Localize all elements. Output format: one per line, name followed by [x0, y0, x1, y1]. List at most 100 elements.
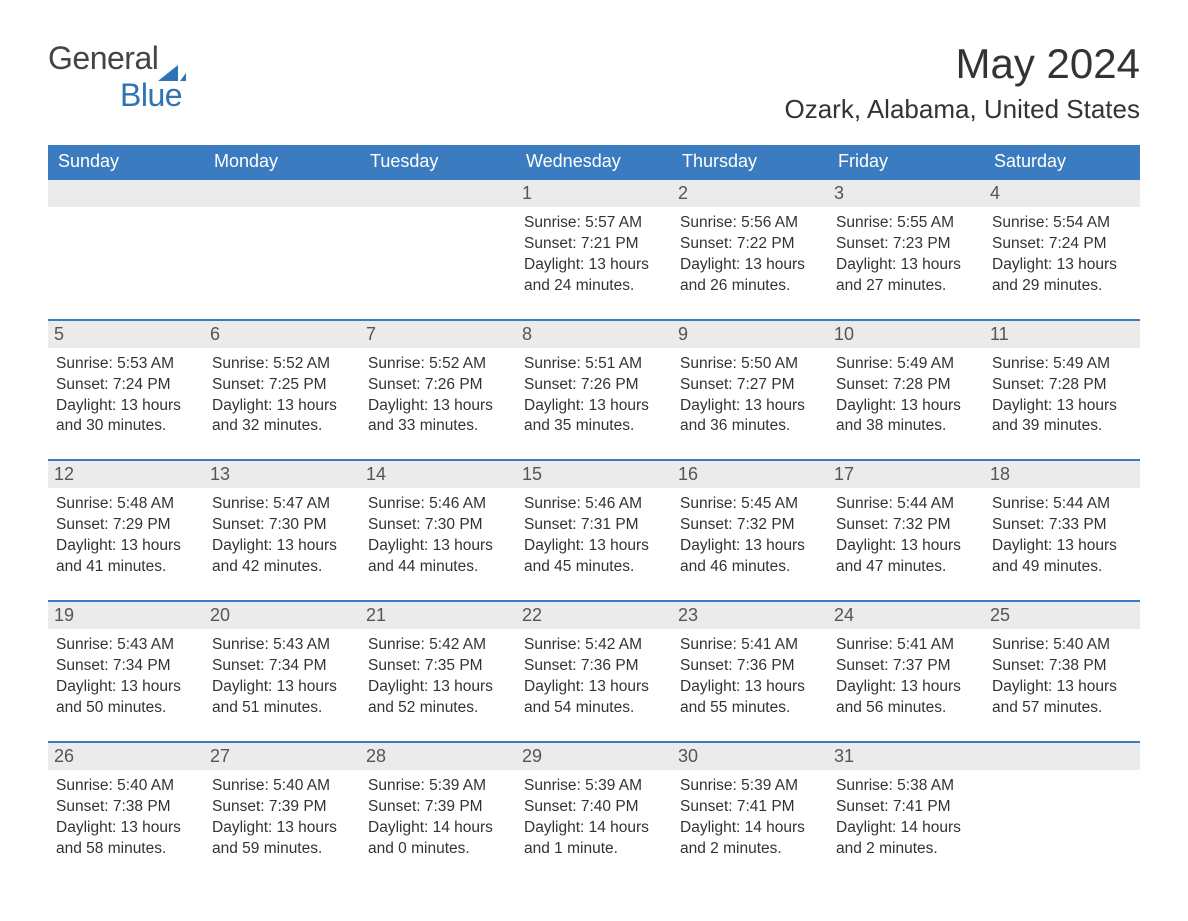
daylight-text: Daylight: 13 hours and 35 minutes.: [524, 396, 664, 438]
sunrise-text: Sunrise: 5:43 AM: [212, 635, 352, 656]
sunrise-text: Sunrise: 5:43 AM: [56, 635, 196, 656]
day-number: 5: [48, 321, 204, 348]
day-number: 31: [828, 743, 984, 770]
daylight-text: Daylight: 14 hours and 0 minutes.: [368, 818, 508, 860]
sunset-text: Sunset: 7:30 PM: [368, 515, 508, 536]
sunset-text: Sunset: 7:22 PM: [680, 234, 820, 255]
day-cell: 27Sunrise: 5:40 AMSunset: 7:39 PMDayligh…: [204, 742, 360, 882]
sunset-text: Sunset: 7:24 PM: [56, 375, 196, 396]
day-header: Wednesday: [516, 145, 672, 179]
daylight-text: Daylight: 13 hours and 57 minutes.: [992, 677, 1132, 719]
sunrise-text: Sunrise: 5:40 AM: [992, 635, 1132, 656]
day-cell: 18Sunrise: 5:44 AMSunset: 7:33 PMDayligh…: [984, 460, 1140, 601]
daylight-text: Daylight: 13 hours and 56 minutes.: [836, 677, 976, 719]
sunrise-text: Sunrise: 5:48 AM: [56, 494, 196, 515]
sunrise-text: Sunrise: 5:42 AM: [524, 635, 664, 656]
week-row: 26Sunrise: 5:40 AMSunset: 7:38 PMDayligh…: [48, 742, 1140, 882]
day-cell: 8Sunrise: 5:51 AMSunset: 7:26 PMDaylight…: [516, 320, 672, 461]
day-cell: 25Sunrise: 5:40 AMSunset: 7:38 PMDayligh…: [984, 601, 1140, 742]
daylight-text: Daylight: 13 hours and 24 minutes.: [524, 255, 664, 297]
day-body: Sunrise: 5:40 AMSunset: 7:39 PMDaylight:…: [212, 776, 352, 860]
day-header-row: SundayMondayTuesdayWednesdayThursdayFrid…: [48, 145, 1140, 179]
day-number: 1: [516, 180, 672, 207]
day-body: Sunrise: 5:41 AMSunset: 7:36 PMDaylight:…: [680, 635, 820, 719]
empty-daynum: [360, 180, 516, 207]
sunrise-text: Sunrise: 5:46 AM: [368, 494, 508, 515]
day-cell: 16Sunrise: 5:45 AMSunset: 7:32 PMDayligh…: [672, 460, 828, 601]
day-cell: 1Sunrise: 5:57 AMSunset: 7:21 PMDaylight…: [516, 179, 672, 320]
sunset-text: Sunset: 7:34 PM: [56, 656, 196, 677]
daylight-text: Daylight: 13 hours and 33 minutes.: [368, 396, 508, 438]
day-body: Sunrise: 5:52 AMSunset: 7:25 PMDaylight:…: [212, 354, 352, 438]
day-number: 28: [360, 743, 516, 770]
day-body: Sunrise: 5:39 AMSunset: 7:41 PMDaylight:…: [680, 776, 820, 860]
day-header: Saturday: [984, 145, 1140, 179]
daylight-text: Daylight: 13 hours and 50 minutes.: [56, 677, 196, 719]
sunrise-text: Sunrise: 5:52 AM: [368, 354, 508, 375]
title-block: May 2024 Ozark, Alabama, United States: [784, 40, 1140, 137]
daylight-text: Daylight: 13 hours and 59 minutes.: [212, 818, 352, 860]
daylight-text: Daylight: 13 hours and 49 minutes.: [992, 536, 1132, 578]
day-cell: 13Sunrise: 5:47 AMSunset: 7:30 PMDayligh…: [204, 460, 360, 601]
day-cell: 4Sunrise: 5:54 AMSunset: 7:24 PMDaylight…: [984, 179, 1140, 320]
day-number: 17: [828, 461, 984, 488]
day-body: Sunrise: 5:51 AMSunset: 7:26 PMDaylight:…: [524, 354, 664, 438]
day-number: 11: [984, 321, 1140, 348]
day-body: Sunrise: 5:40 AMSunset: 7:38 PMDaylight:…: [992, 635, 1132, 719]
day-number: 10: [828, 321, 984, 348]
sunrise-text: Sunrise: 5:47 AM: [212, 494, 352, 515]
day-number: 6: [204, 321, 360, 348]
brand-word1: General: [48, 40, 158, 76]
day-body: Sunrise: 5:48 AMSunset: 7:29 PMDaylight:…: [56, 494, 196, 578]
empty-cell: [984, 742, 1140, 882]
header: General Blue May 2024 Ozark, Alabama, Un…: [48, 40, 1140, 137]
day-body: Sunrise: 5:39 AMSunset: 7:40 PMDaylight:…: [524, 776, 664, 860]
sunrise-text: Sunrise: 5:54 AM: [992, 213, 1132, 234]
day-cell: 11 Sunrise: 5:49 AMSunset: 7:28 PMDayligh…: [984, 320, 1140, 461]
sunrise-text: Sunrise: 5:39 AM: [368, 776, 508, 797]
sunset-text: Sunset: 7:29 PM: [56, 515, 196, 536]
empty-cell: [48, 179, 204, 320]
day-body: Sunrise: 5:38 AMSunset: 7:41 PMDaylight:…: [836, 776, 976, 860]
daylight-text: Daylight: 13 hours and 55 minutes.: [680, 677, 820, 719]
day-header: Monday: [204, 145, 360, 179]
day-body: Sunrise: 5:44 AMSunset: 7:32 PMDaylight:…: [836, 494, 976, 578]
day-body: Sunrise: 5:42 AMSunset: 7:36 PMDaylight:…: [524, 635, 664, 719]
empty-daynum: [48, 180, 204, 207]
sunrise-text: Sunrise: 5:42 AM: [368, 635, 508, 656]
day-number: 16: [672, 461, 828, 488]
daylight-text: Daylight: 13 hours and 42 minutes.: [212, 536, 352, 578]
day-cell: 19 Sunrise: 5:43 AMSunset: 7:34 PMDayligh…: [48, 601, 204, 742]
sunset-text: Sunset: 7:32 PM: [680, 515, 820, 536]
day-cell: 12 Sunrise: 5:48 AMSunset: 7:29 PMDayligh…: [48, 460, 204, 601]
sunrise-text: Sunrise: 5:50 AM: [680, 354, 820, 375]
day-header: Tuesday: [360, 145, 516, 179]
sunrise-text: Sunrise: 5:49 AM: [992, 354, 1132, 375]
sunset-text: Sunset: 7:39 PM: [368, 797, 508, 818]
day-number: 22: [516, 602, 672, 629]
daylight-text: Daylight: 13 hours and 39 minutes.: [992, 396, 1132, 438]
day-number: 12: [48, 461, 204, 488]
empty-cell: [204, 179, 360, 320]
daylight-text: Daylight: 13 hours and 45 minutes.: [524, 536, 664, 578]
sunrise-text: Sunrise: 5:52 AM: [212, 354, 352, 375]
daylight-text: Daylight: 14 hours and 1 minute.: [524, 818, 664, 860]
day-cell: 9Sunrise: 5:50 AMSunset: 7:27 PMDaylight…: [672, 320, 828, 461]
daylight-text: Daylight: 13 hours and 30 minutes.: [56, 396, 196, 438]
day-body: Sunrise: 5:43 AMSunset: 7:34 PMDaylight:…: [56, 635, 196, 719]
sunrise-text: Sunrise: 5:46 AM: [524, 494, 664, 515]
sunrise-text: Sunrise: 5:49 AM: [836, 354, 976, 375]
day-number: 19: [48, 602, 204, 629]
sunset-text: Sunset: 7:41 PM: [680, 797, 820, 818]
day-body: Sunrise: 5:50 AMSunset: 7:27 PMDaylight:…: [680, 354, 820, 438]
sunrise-text: Sunrise: 5:55 AM: [836, 213, 976, 234]
day-body: Sunrise: 5:40 AMSunset: 7:38 PMDaylight:…: [56, 776, 196, 860]
day-body: Sunrise: 5:42 AMSunset: 7:35 PMDaylight:…: [368, 635, 508, 719]
day-cell: 24Sunrise: 5:41 AMSunset: 7:37 PMDayligh…: [828, 601, 984, 742]
daylight-text: Daylight: 14 hours and 2 minutes.: [680, 818, 820, 860]
week-row: 5Sunrise: 5:53 AMSunset: 7:24 PMDaylight…: [48, 320, 1140, 461]
sunset-text: Sunset: 7:28 PM: [992, 375, 1132, 396]
sunset-text: Sunset: 7:27 PM: [680, 375, 820, 396]
sunset-text: Sunset: 7:26 PM: [368, 375, 508, 396]
sunrise-text: Sunrise: 5:38 AM: [836, 776, 976, 797]
